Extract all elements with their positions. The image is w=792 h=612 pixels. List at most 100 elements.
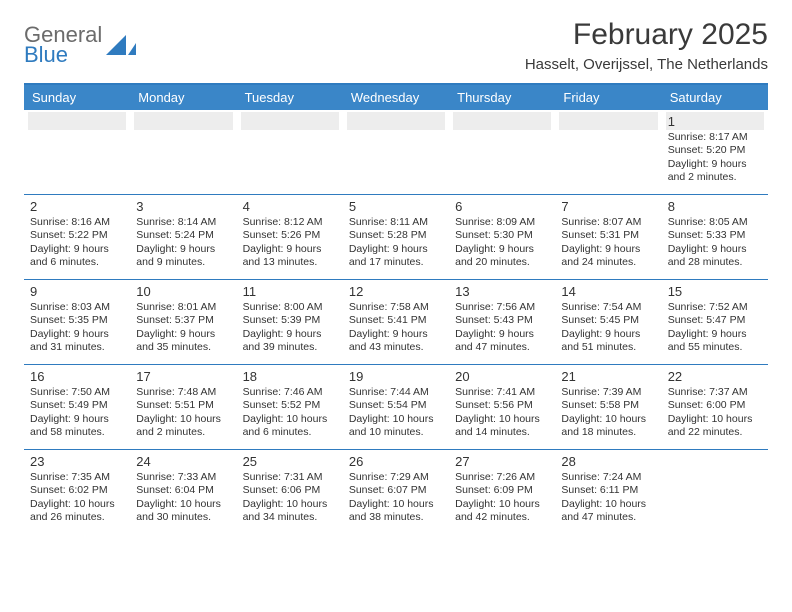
calendar-day-cell: 3Sunrise: 8:14 AMSunset: 5:24 PMDaylight…	[130, 195, 236, 280]
day-cell-content: 9Sunrise: 8:03 AMSunset: 5:35 PMDaylight…	[24, 280, 130, 364]
sunrise-text: Sunrise: 8:12 AM	[243, 216, 337, 229]
daylight-text: Daylight: 9 hours and 51 minutes.	[561, 328, 655, 355]
title-block: February 2025 Hasselt, Overijssel, The N…	[525, 18, 768, 73]
day-info: Sunrise: 7:54 AMSunset: 5:45 PMDaylight:…	[559, 300, 657, 355]
daylight-text: Daylight: 9 hours and 2 minutes.	[668, 158, 762, 185]
sunrise-text: Sunrise: 8:00 AM	[243, 301, 337, 314]
sunset-text: Sunset: 6:06 PM	[243, 484, 337, 497]
sunrise-text: Sunrise: 8:09 AM	[455, 216, 549, 229]
daylight-text: Daylight: 10 hours and 10 minutes.	[349, 413, 443, 440]
calendar-day-cell: 22Sunrise: 7:37 AMSunset: 6:00 PMDayligh…	[662, 365, 768, 450]
sunrise-text: Sunrise: 7:41 AM	[455, 386, 549, 399]
calendar-body: 1Sunrise: 8:17 AMSunset: 5:20 PMDaylight…	[24, 110, 768, 534]
day-info: Sunrise: 7:44 AMSunset: 5:54 PMDaylight:…	[347, 385, 445, 440]
sunrise-text: Sunrise: 8:07 AM	[561, 216, 655, 229]
day-info: Sunrise: 7:50 AMSunset: 5:49 PMDaylight:…	[28, 385, 126, 440]
day-cell-content: 13Sunrise: 7:56 AMSunset: 5:43 PMDayligh…	[449, 280, 555, 364]
day-header: Tuesday	[237, 85, 343, 110]
daylight-text: Daylight: 9 hours and 28 minutes.	[668, 243, 762, 270]
day-info: Sunrise: 8:01 AMSunset: 5:37 PMDaylight:…	[134, 300, 232, 355]
calendar-day-cell: 8Sunrise: 8:05 AMSunset: 5:33 PMDaylight…	[662, 195, 768, 280]
sunrise-text: Sunrise: 7:24 AM	[561, 471, 655, 484]
day-number: 19	[347, 367, 445, 385]
daylight-text: Daylight: 9 hours and 47 minutes.	[455, 328, 549, 355]
day-info: Sunrise: 7:31 AMSunset: 6:06 PMDaylight:…	[241, 470, 339, 525]
day-info: Sunrise: 8:09 AMSunset: 5:30 PMDaylight:…	[453, 215, 551, 270]
day-number: 11	[241, 282, 339, 300]
day-info: Sunrise: 8:00 AMSunset: 5:39 PMDaylight:…	[241, 300, 339, 355]
sunset-text: Sunset: 5:37 PM	[136, 314, 230, 327]
day-number: 20	[453, 367, 551, 385]
day-cell-content: 7Sunrise: 8:07 AMSunset: 5:31 PMDaylight…	[555, 195, 661, 279]
calendar-day-cell	[237, 110, 343, 195]
sunrise-text: Sunrise: 7:31 AM	[243, 471, 337, 484]
brand-text: General Blue	[24, 24, 102, 66]
sunset-text: Sunset: 5:20 PM	[668, 144, 762, 157]
daylight-text: Daylight: 10 hours and 47 minutes.	[561, 498, 655, 525]
day-number: 15	[666, 282, 764, 300]
sunrise-text: Sunrise: 8:11 AM	[349, 216, 443, 229]
brand-logo: General Blue	[24, 18, 136, 66]
calendar-day-cell	[24, 110, 130, 195]
sunset-text: Sunset: 6:04 PM	[136, 484, 230, 497]
calendar-day-cell: 14Sunrise: 7:54 AMSunset: 5:45 PMDayligh…	[555, 280, 661, 365]
sunset-text: Sunset: 5:45 PM	[561, 314, 655, 327]
sunset-text: Sunset: 5:47 PM	[668, 314, 762, 327]
day-info: Sunrise: 8:11 AMSunset: 5:28 PMDaylight:…	[347, 215, 445, 270]
day-number: 12	[347, 282, 445, 300]
calendar-day-cell: 16Sunrise: 7:50 AMSunset: 5:49 PMDayligh…	[24, 365, 130, 450]
sunset-text: Sunset: 5:24 PM	[136, 229, 230, 242]
day-info: Sunrise: 8:16 AMSunset: 5:22 PMDaylight:…	[28, 215, 126, 270]
daylight-text: Daylight: 10 hours and 14 minutes.	[455, 413, 549, 440]
sunrise-text: Sunrise: 7:48 AM	[136, 386, 230, 399]
daylight-text: Daylight: 10 hours and 18 minutes.	[561, 413, 655, 440]
day-cell-content: 14Sunrise: 7:54 AMSunset: 5:45 PMDayligh…	[555, 280, 661, 364]
sunrise-text: Sunrise: 8:17 AM	[668, 131, 762, 144]
sunrise-text: Sunrise: 7:52 AM	[668, 301, 762, 314]
day-info: Sunrise: 7:29 AMSunset: 6:07 PMDaylight:…	[347, 470, 445, 525]
day-header: Wednesday	[343, 85, 449, 110]
day-cell-content: 18Sunrise: 7:46 AMSunset: 5:52 PMDayligh…	[237, 365, 343, 449]
day-number: 24	[134, 452, 232, 470]
day-number	[559, 112, 657, 130]
daylight-text: Daylight: 9 hours and 43 minutes.	[349, 328, 443, 355]
day-number: 8	[666, 197, 764, 215]
daylight-text: Daylight: 10 hours and 38 minutes.	[349, 498, 443, 525]
sunrise-text: Sunrise: 8:03 AM	[30, 301, 124, 314]
sunrise-text: Sunrise: 8:14 AM	[136, 216, 230, 229]
day-number: 2	[28, 197, 126, 215]
day-cell-content	[343, 110, 449, 194]
daylight-text: Daylight: 10 hours and 6 minutes.	[243, 413, 337, 440]
calendar-day-cell: 24Sunrise: 7:33 AMSunset: 6:04 PMDayligh…	[130, 450, 236, 535]
daylight-text: Daylight: 9 hours and 17 minutes.	[349, 243, 443, 270]
daylight-text: Daylight: 9 hours and 20 minutes.	[455, 243, 549, 270]
calendar-day-cell: 21Sunrise: 7:39 AMSunset: 5:58 PMDayligh…	[555, 365, 661, 450]
calendar-day-cell: 1Sunrise: 8:17 AMSunset: 5:20 PMDaylight…	[662, 110, 768, 195]
daylight-text: Daylight: 10 hours and 26 minutes.	[30, 498, 124, 525]
sunset-text: Sunset: 5:28 PM	[349, 229, 443, 242]
day-cell-content: 8Sunrise: 8:05 AMSunset: 5:33 PMDaylight…	[662, 195, 768, 279]
day-cell-content: 11Sunrise: 8:00 AMSunset: 5:39 PMDayligh…	[237, 280, 343, 364]
day-number: 6	[453, 197, 551, 215]
sunrise-text: Sunrise: 8:05 AM	[668, 216, 762, 229]
sunset-text: Sunset: 5:22 PM	[30, 229, 124, 242]
sunset-text: Sunset: 5:49 PM	[30, 399, 124, 412]
day-number: 9	[28, 282, 126, 300]
day-info: Sunrise: 7:46 AMSunset: 5:52 PMDaylight:…	[241, 385, 339, 440]
calendar-day-cell	[449, 110, 555, 195]
sunset-text: Sunset: 5:30 PM	[455, 229, 549, 242]
calendar-week-row: 16Sunrise: 7:50 AMSunset: 5:49 PMDayligh…	[24, 365, 768, 450]
day-number: 23	[28, 452, 126, 470]
page-title: February 2025	[525, 18, 768, 52]
day-cell-content	[449, 110, 555, 194]
sunset-text: Sunset: 5:43 PM	[455, 314, 549, 327]
daylight-text: Daylight: 9 hours and 9 minutes.	[136, 243, 230, 270]
day-info: Sunrise: 7:48 AMSunset: 5:51 PMDaylight:…	[134, 385, 232, 440]
calendar-day-cell: 20Sunrise: 7:41 AMSunset: 5:56 PMDayligh…	[449, 365, 555, 450]
day-info: Sunrise: 7:33 AMSunset: 6:04 PMDaylight:…	[134, 470, 232, 525]
calendar-head: Sunday Monday Tuesday Wednesday Thursday…	[24, 85, 768, 110]
day-header: Sunday	[24, 85, 130, 110]
calendar-day-cell: 7Sunrise: 8:07 AMSunset: 5:31 PMDaylight…	[555, 195, 661, 280]
day-info: Sunrise: 7:52 AMSunset: 5:47 PMDaylight:…	[666, 300, 764, 355]
daylight-text: Daylight: 10 hours and 34 minutes.	[243, 498, 337, 525]
